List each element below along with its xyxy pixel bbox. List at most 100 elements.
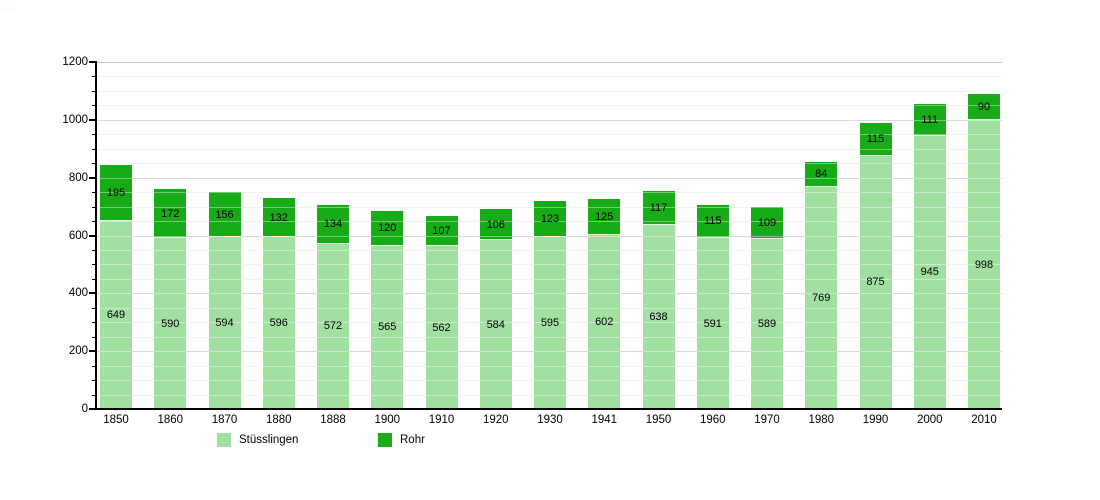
bar-segment-rohr-1950 [642,190,675,225]
y-axis-minor-tick [92,394,97,396]
grid-line-overlay [97,365,1002,367]
grid-line-overlay [97,235,1002,237]
bar-value-rohr-1870: 156 [215,208,234,221]
bar-value-rohr-1850: 195 [106,187,126,200]
x-axis-tick-label-2000: 2000 [916,414,943,426]
grid-line-overlay [97,134,1002,136]
corner-artifact [0,0,16,12]
y-axis-tick-label: 400 [68,287,88,300]
y-axis-minor-tick [92,105,97,107]
bar-segment-rohr-1910 [425,215,458,247]
bar-segment-stusslingen-1960 [696,238,729,409]
bar-value-stusslingen-1910: 562 [432,321,451,334]
grid-line-overlay [97,249,1002,251]
bar-value-stusslingen-1950: 638 [649,310,668,323]
y-axis-tick-label: 600 [68,229,88,242]
grid-line-major [97,177,1002,179]
bar-segment-stusslingen-2000 [913,135,946,409]
bar-segment-stusslingen-1970 [751,238,783,409]
y-axis-tick-label: 1000 [62,113,88,126]
y-axis-major-tick [89,176,97,179]
legend-label-stusslingen: Stüsslingen [239,434,299,446]
bar-value-stusslingen-1930: 595 [540,316,560,329]
y-axis-line [95,61,97,410]
bar-value-rohr-1990: 115 [866,133,885,146]
grid-line-overlay [97,177,1002,179]
bar-value-rohr-2010: 90 [977,101,991,114]
bar-value-stusslingen-1900: 565 [378,321,397,334]
grid-line-overlay [97,293,1002,295]
bar-value-rohr-2000: 111 [921,113,939,126]
bar-segment-rohr-1970 [751,207,783,239]
legend-swatch-rohr [378,433,392,447]
bar-value-rohr-1900: 120 [378,222,397,235]
x-axis-tick-label-1950: 1950 [645,414,672,426]
grid-line-minor [97,105,1002,107]
bar-segment-stusslingen-1980 [805,186,838,409]
grid-line-minor [97,134,1002,136]
y-axis-minor-tick [92,249,97,251]
x-axis-line [95,408,1002,410]
grid-line-minor [97,148,1002,150]
bar-segment-stusslingen-1990 [859,155,892,409]
bar-value-rohr-1880: 132 [269,211,288,224]
grid-line-overlay [97,264,1002,266]
y-axis-tick-label: 200 [68,345,88,358]
bar-segment-rohr-1888 [317,204,349,244]
x-axis-tick-label-1870: 1870 [211,414,238,426]
y-axis-major-tick [89,408,97,410]
x-axis-tick-label-1920: 1920 [482,414,509,426]
x-axis-tick-label-1880: 1880 [265,414,292,426]
bar-segment-stusslingen-1941 [588,234,621,409]
y-axis-minor-tick [92,206,97,208]
y-axis-minor-tick [92,76,97,78]
y-axis-major-tick [89,118,97,121]
y-axis-tick-label: 1200 [62,56,88,68]
bar-value-stusslingen-1860: 590 [161,317,180,330]
bar-value-stusslingen-1880: 596 [269,316,288,329]
grid-line-overlay [97,76,1002,78]
bar-segment-stusslingen-1920 [479,240,512,409]
bar-value-rohr-1910: 107 [432,225,451,238]
bar-segment-stusslingen-1850 [100,221,132,409]
grid-line-overlay [97,119,1002,121]
grid-line-major [97,62,1002,63]
y-axis-minor-tick [92,90,97,92]
bar-segment-rohr-1900 [371,210,404,246]
grid-line-overlay [97,278,1002,280]
grid-line-overlay [97,394,1002,396]
bar-segment-rohr-2000 [913,103,946,136]
grid-line-overlay [97,90,1002,92]
grid-line-overlay [97,192,1002,194]
bar-segment-rohr-1941 [588,198,621,235]
y-axis-major-tick [89,234,97,237]
grid-line-minor [97,192,1002,194]
y-axis-minor-tick [92,148,97,150]
grid-line-overlay [97,380,1002,382]
y-axis-minor-tick [92,264,97,266]
grid-line-overlay [97,221,1002,223]
bar-segment-rohr-1920 [479,209,512,241]
grid-line-overlay [97,336,1002,338]
bar-value-rohr-1888: 134 [323,218,343,231]
bar-value-stusslingen-1888: 572 [323,320,343,333]
bar-segment-rohr-1980 [805,162,838,187]
grid-line-overlay [97,163,1002,165]
grid-line-minor [97,163,1002,165]
y-axis-tick-label: 800 [68,171,88,184]
bar-segment-rohr-1850 [100,164,132,222]
bar-value-rohr-1980: 84 [815,168,828,181]
bar-segment-rohr-1990 [859,122,892,156]
x-axis-tick-label-1970: 1970 [754,414,780,426]
bar-segment-rohr-1860 [154,188,187,239]
x-axis-tick-label-1941: 1941 [591,414,618,426]
bar-value-stusslingen-1970: 589 [757,317,777,330]
bar-value-rohr-1941: 125 [595,210,614,223]
bar-segment-stusslingen-1880 [262,236,295,409]
x-axis-tick-label-1910: 1910 [428,414,455,426]
bar-value-rohr-1970: 109 [757,216,777,229]
bar-value-rohr-1950: 117 [649,201,668,214]
y-axis-minor-tick [92,365,97,367]
x-axis-tick-label-1900: 1900 [374,414,401,426]
